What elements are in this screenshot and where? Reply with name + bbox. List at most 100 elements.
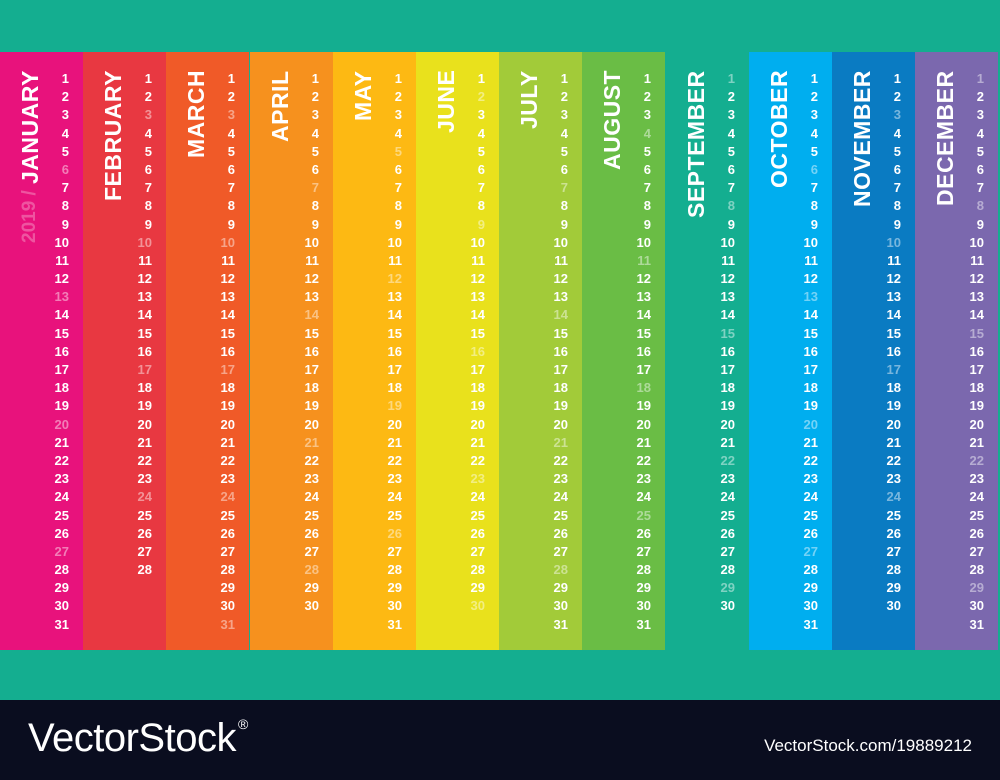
day-number: 27 [387, 543, 402, 559]
day-number: 19 [969, 398, 984, 414]
day-number: 1 [311, 71, 319, 86]
day-number: 3 [727, 107, 735, 123]
day-number: 1 [227, 71, 235, 86]
day-number: 23 [304, 471, 319, 487]
day-number: 31 [636, 616, 651, 632]
day-number: 15 [553, 325, 568, 341]
day-number: 5 [477, 143, 485, 159]
day-number: 7 [560, 180, 568, 196]
day-number: 26 [803, 525, 818, 541]
day-number: 20 [803, 416, 818, 432]
day-number: 5 [394, 143, 402, 159]
day-list: 1 2 3 4 5 6 7 8 9 10 11 12 13 14 15 16 17 18 19 20 21 22 23 24 2… [705, 70, 735, 616]
day-number: 28 [220, 562, 235, 578]
day-number: 10 [470, 234, 485, 250]
day-number: 6 [227, 161, 235, 177]
day-number: 6 [477, 161, 485, 177]
day-number: 7 [643, 180, 651, 196]
day-number: 16 [969, 343, 984, 359]
day-number: 23 [470, 471, 485, 487]
day-number: 4 [727, 125, 735, 141]
day-number: 5 [643, 143, 651, 159]
day-number: 7 [227, 180, 235, 196]
day-number: 28 [969, 562, 984, 578]
day-number: 21 [553, 434, 568, 450]
day-number: 2 [727, 89, 735, 105]
day-number: 20 [304, 416, 319, 432]
day-number: 31 [387, 616, 402, 632]
day-number: 4 [893, 125, 901, 141]
day-number: 11 [388, 252, 402, 268]
day-number: 25 [54, 507, 69, 523]
day-number: 9 [810, 216, 818, 232]
day-number: 22 [54, 452, 69, 468]
day-number: 12 [969, 271, 984, 287]
day-number: 13 [803, 289, 818, 305]
day-number: 2 [643, 89, 651, 105]
day-number: 4 [643, 125, 651, 141]
day-number: 16 [304, 343, 319, 359]
day-number: 18 [636, 380, 651, 396]
image-id-text: VectorStock.com/19889212 [764, 736, 972, 755]
day-number: 9 [893, 216, 901, 232]
day-number: 17 [137, 362, 152, 377]
day-number: 13 [886, 289, 901, 305]
day-number: 13 [220, 289, 235, 305]
day-number: 1 [810, 71, 818, 86]
day-number: 18 [54, 380, 69, 396]
day-number: 23 [720, 471, 735, 487]
day-number: 4 [61, 125, 69, 141]
day-number: 2 [394, 89, 402, 105]
day-number: 20 [387, 416, 402, 432]
day-number: 18 [553, 380, 568, 396]
day-number: 26 [54, 525, 69, 541]
day-number: 22 [969, 452, 984, 468]
day-number: 5 [144, 143, 152, 159]
day-number: 24 [137, 489, 152, 505]
day-number: 1 [144, 71, 152, 86]
day-number: 17 [220, 362, 235, 377]
day-number: 28 [886, 562, 901, 578]
day-number: 3 [61, 107, 69, 123]
day-number: 2 [61, 89, 69, 105]
month-column-september: SEPTEMBER 1 2 3 4 5 6 7 8 9 10 11 12 13 14 15 16 17 18 19 20… [666, 52, 749, 650]
day-number: 21 [636, 434, 651, 450]
day-number: 21 [137, 434, 152, 450]
day-number: 6 [144, 161, 152, 177]
day-number: 5 [227, 143, 235, 159]
day-number: 5 [311, 143, 319, 159]
day-number: 14 [137, 307, 152, 323]
day-number: 22 [304, 452, 319, 468]
day-number: 17 [636, 362, 651, 377]
day-number: 5 [810, 143, 818, 159]
day-number: 4 [227, 125, 235, 141]
day-number: 26 [720, 525, 735, 541]
day-number: 29 [969, 580, 984, 596]
day-number: 4 [810, 125, 818, 141]
day-number: 21 [720, 434, 735, 450]
day-number: 20 [636, 416, 651, 432]
day-number: 22 [220, 452, 235, 468]
day-number: 23 [387, 471, 402, 487]
day-number: 27 [54, 543, 69, 559]
day-number: 27 [304, 543, 319, 559]
day-number: 20 [969, 416, 984, 432]
day-number: 13 [304, 289, 319, 305]
day-number: 17 [553, 362, 568, 377]
day-number: 2 [893, 89, 901, 105]
day-number: 13 [636, 289, 651, 305]
day-number: 11 [55, 252, 69, 268]
day-number: 30 [54, 598, 69, 614]
day-number: 10 [304, 234, 319, 250]
day-number: 11 [305, 252, 319, 268]
day-number: 23 [54, 471, 69, 487]
day-number: 5 [893, 143, 901, 159]
day-number: 27 [137, 543, 152, 559]
day-number: 12 [54, 271, 69, 287]
day-number: 14 [304, 307, 319, 323]
day-number: 21 [803, 434, 818, 450]
day-number: 27 [969, 543, 984, 559]
day-number: 7 [394, 180, 402, 196]
day-number: 15 [137, 325, 152, 341]
day-number: 5 [727, 143, 735, 159]
